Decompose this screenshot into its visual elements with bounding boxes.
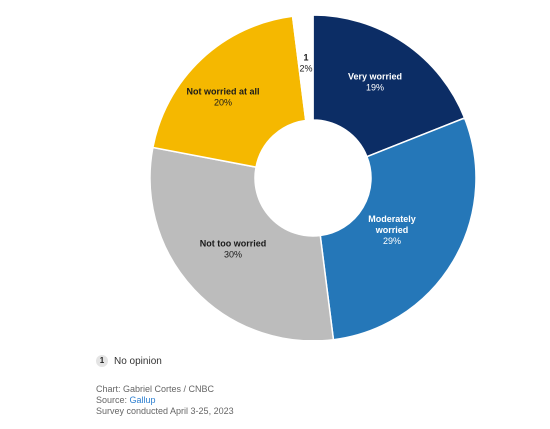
donut-slice <box>291 14 314 122</box>
slice-label: 1 2% <box>299 53 312 74</box>
slice-label-name: Moderately <box>368 214 416 224</box>
slice-label-name: Not too worried <box>200 239 267 249</box>
source-link[interactable]: Gallup <box>129 395 156 405</box>
slice-label-name: worried <box>375 225 409 235</box>
chart-credit: Chart: Gabriel Cortes / CNBC <box>96 384 215 394</box>
donut-slice <box>152 15 307 169</box>
slice-label-name: 1 <box>303 53 308 63</box>
slice-label-value: 2% <box>299 64 312 74</box>
legend-label: No opinion <box>114 355 162 367</box>
slice-label-value: 20% <box>214 98 232 108</box>
slice-label-value: 30% <box>224 250 242 260</box>
slice-label-value: 29% <box>383 236 401 246</box>
slice-label-name: Not worried at all <box>186 87 259 97</box>
legend: 1 No opinion <box>96 353 162 369</box>
chart-footer: Chart: Gabriel Cortes / CNBC Source: Gal… <box>96 384 234 417</box>
slice-label: Not worried at all 20% <box>186 87 259 108</box>
slice-label: Not too worried 30% <box>200 239 267 260</box>
donut-slice <box>319 117 477 340</box>
slice-label-name: Very worried <box>348 72 402 82</box>
slice-label: Very worried 19% <box>348 72 402 93</box>
source-line: Source: Gallup <box>96 395 234 406</box>
donut-slice <box>312 14 466 158</box>
donut-slice <box>149 146 335 340</box>
legend-key: 1 <box>96 355 108 367</box>
slice-label-value: 19% <box>366 83 384 93</box>
donut-chart: Very worried 19% Moderately worried 29% Not t… <box>149 14 477 340</box>
slice-label: Moderately worried 29% <box>368 214 416 246</box>
survey-note: Survey conducted April 3-25, 2023 <box>96 406 234 416</box>
source-prefix: Source: <box>96 395 130 405</box>
